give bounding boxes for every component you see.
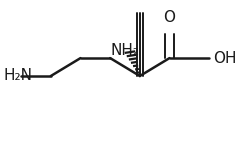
Text: H₂N: H₂N (4, 69, 33, 83)
Text: NH₂: NH₂ (110, 43, 140, 58)
Text: OH: OH (213, 51, 236, 66)
Text: O: O (164, 10, 175, 25)
